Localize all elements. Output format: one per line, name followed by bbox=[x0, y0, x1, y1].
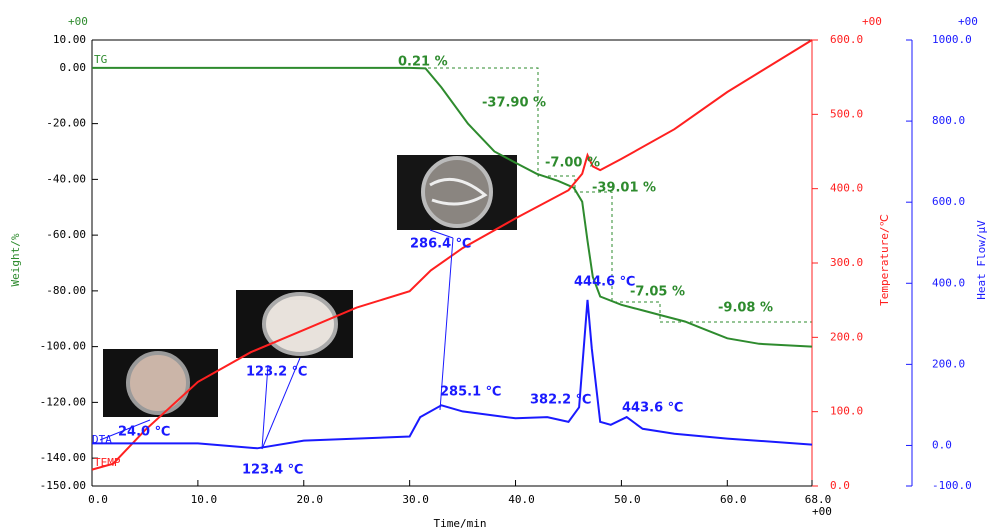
x-tick-label: 30.0 bbox=[402, 493, 429, 506]
annotation: -7.00 % bbox=[545, 156, 600, 171]
x-tick-label: 68.0 bbox=[805, 493, 832, 506]
y-tick-label: 10.00 bbox=[53, 33, 86, 46]
annotation: -37.90 % bbox=[482, 96, 546, 111]
y-tick-label: -20.00 bbox=[46, 117, 86, 130]
y-tick-label: -80.00 bbox=[46, 284, 86, 297]
annotation: 285.1 ℃ bbox=[440, 385, 501, 400]
y-axis-label: Weight/% bbox=[9, 233, 22, 286]
y-tick-label: -40.00 bbox=[46, 172, 86, 185]
leader-line bbox=[439, 237, 454, 411]
y2-tick-label: 500.0 bbox=[830, 107, 863, 120]
tg-guides bbox=[410, 67, 812, 323]
exponent: +00 bbox=[958, 15, 978, 28]
y3-tick-label: 400.0 bbox=[932, 276, 965, 289]
annotation: 0.21 % bbox=[398, 55, 448, 70]
annotation: 286.4 ℃ bbox=[410, 237, 471, 252]
photo bbox=[103, 349, 218, 417]
y-tick-label: -100.00 bbox=[40, 340, 86, 353]
y-tick-label: -120.00 bbox=[40, 395, 86, 408]
exponent: +00 bbox=[862, 15, 882, 28]
y-tick-label: -150.00 bbox=[40, 479, 86, 492]
annotation: -7.05 % bbox=[630, 285, 685, 300]
y-tick-label: -60.00 bbox=[46, 228, 86, 241]
y2-tick-label: 0.0 bbox=[830, 479, 850, 492]
y3-tick-label: 800.0 bbox=[932, 114, 965, 127]
y3-tick-label: -100.0 bbox=[932, 479, 972, 492]
y-tick-label: -140.00 bbox=[40, 451, 86, 464]
annotation: -39.01 % bbox=[592, 181, 656, 196]
y3-tick-label: 0.0 bbox=[932, 438, 952, 451]
annotation: 123.2 ℃ bbox=[246, 365, 307, 380]
annotation: 123.4 ℃ bbox=[242, 463, 303, 478]
y2-tick-label: 400.0 bbox=[830, 182, 863, 195]
y-tick-label: 0.00 bbox=[60, 61, 87, 74]
leader-line bbox=[99, 419, 151, 441]
y2-tick-label: 600.0 bbox=[830, 33, 863, 46]
y3-tick-label: 200.0 bbox=[932, 357, 965, 370]
y2-tick-label: 100.0 bbox=[830, 405, 863, 418]
y3-tick-label: 600.0 bbox=[932, 195, 965, 208]
x-tick-label: 40.0 bbox=[508, 493, 535, 506]
y2-tick-label: 300.0 bbox=[830, 256, 863, 269]
annotation: 444.6 ℃ bbox=[574, 275, 635, 290]
annotation: 24.0 ℃ bbox=[118, 425, 170, 440]
series-line bbox=[92, 299, 813, 450]
photo bbox=[397, 155, 517, 230]
y3-axis-label: Heat Flow/μV bbox=[975, 220, 988, 300]
x-tick-label: 60.0 bbox=[720, 493, 747, 506]
tg-guide-path bbox=[410, 67, 812, 323]
x-tick-label: 20.0 bbox=[297, 493, 324, 506]
annotation: 443.6 ℃ bbox=[622, 401, 683, 416]
exponent: +00 bbox=[68, 15, 88, 28]
leader-line bbox=[429, 229, 454, 239]
x-axis-label: Time/min bbox=[434, 517, 487, 530]
series-name: TG bbox=[94, 53, 107, 66]
y2-tick-label: 200.0 bbox=[830, 330, 863, 343]
leader-line bbox=[261, 357, 301, 450]
series-line bbox=[92, 66, 813, 348]
annotation: -9.08 % bbox=[718, 301, 773, 316]
exponent: +00 bbox=[812, 505, 832, 518]
annotation: 382.2 ℃ bbox=[530, 393, 591, 408]
x-tick-label: 0.0 bbox=[88, 493, 108, 506]
leader-line bbox=[261, 364, 269, 450]
x-tick-label: 10.0 bbox=[191, 493, 218, 506]
x-tick-label: 50.0 bbox=[614, 493, 641, 506]
photo bbox=[236, 290, 353, 358]
series-line bbox=[91, 39, 813, 471]
y2-axis-label: Temperature/℃ bbox=[878, 214, 891, 306]
series-name: TEMP bbox=[94, 456, 121, 469]
y3-tick-label: 1000.0 bbox=[932, 33, 972, 46]
